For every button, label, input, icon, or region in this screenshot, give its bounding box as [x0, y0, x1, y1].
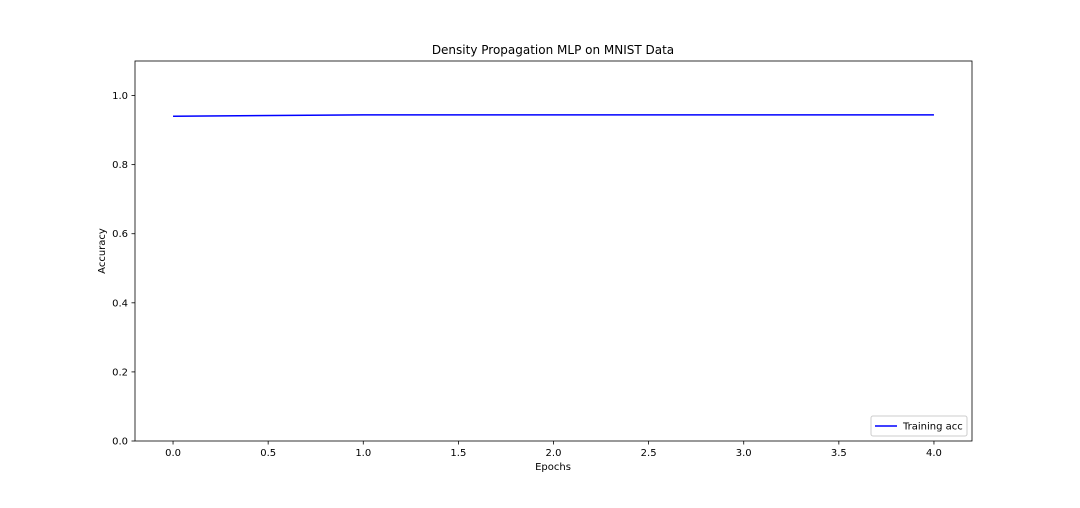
x-tick-label: 4.0 [926, 448, 942, 459]
x-tick-label: 3.0 [736, 448, 752, 459]
x-tick-label: 0.0 [165, 448, 181, 459]
x-axis-ticks: 0.0 0.5 1.0 1.5 2.0 2.5 3.0 3.5 4.0 [165, 441, 942, 459]
plot-frame [134, 60, 973, 442]
x-axis-label: Epochs [535, 462, 571, 473]
x-tick-label: 3.5 [831, 448, 847, 459]
legend: Training acc [870, 415, 968, 437]
plot-area [173, 114, 934, 118]
x-tick-label: 2.5 [641, 448, 657, 459]
x-tick-label: 1.5 [450, 448, 466, 459]
y-tick-label: 1.0 [112, 91, 128, 102]
y-tick-label: 0.2 [112, 367, 128, 378]
chart-title: Density Propagation MLP on MNIST Data [432, 43, 674, 57]
legend-box [870, 415, 968, 437]
y-tick-label: 0.4 [112, 298, 128, 309]
y-tick-label: 0.6 [112, 229, 128, 240]
x-tick-label: 1.0 [355, 448, 371, 459]
x-tick-label: 2.0 [546, 448, 562, 459]
legend-label: Training acc [902, 422, 963, 433]
y-tick-label: 0.8 [112, 160, 128, 171]
y-axis-ticks: 0.0 0.2 0.4 0.6 0.8 1.0 [112, 91, 135, 448]
y-tick-label: 0.0 [112, 437, 128, 448]
series-line [173, 114, 934, 118]
x-tick-label: 0.5 [260, 448, 276, 459]
y-axis-label: Accuracy [97, 228, 108, 274]
